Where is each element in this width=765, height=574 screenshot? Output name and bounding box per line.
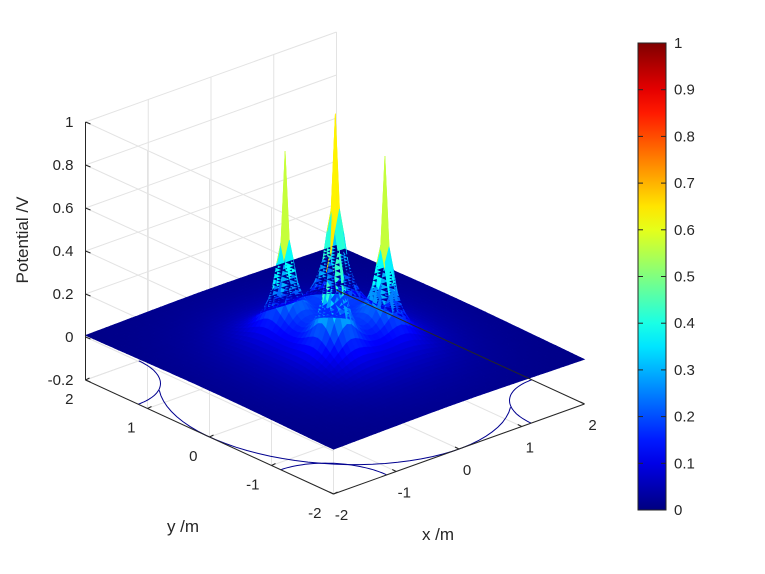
colorbar-tick-label: 0.2 (674, 409, 695, 426)
x-tick-label: -2 (335, 507, 348, 524)
x-tick-label: 2 (588, 417, 596, 434)
z-tick-label: 0.6 (53, 200, 74, 217)
x-axis-label: x /m (422, 525, 454, 544)
surface-patch (575, 357, 586, 362)
colorbar-tick-label: 0.1 (674, 455, 695, 472)
colorbar-tick-label: 1 (674, 35, 682, 52)
contour-arc (158, 390, 511, 466)
y-tick-label: 0 (189, 448, 197, 465)
colorbar-tick-label: 0.6 (674, 222, 695, 239)
colorbar-tick-label: 0.5 (674, 269, 695, 286)
floor-edge (336, 289, 585, 405)
contour-arc (280, 462, 388, 476)
colorbar-tick-label: 0.7 (674, 175, 695, 192)
y-axis-label: y /m (167, 517, 199, 536)
x-tick-label: 0 (463, 462, 471, 479)
z-tick-label: 0.4 (53, 243, 74, 260)
z-tick-label: 0.8 (53, 157, 74, 174)
tick-labels: -2 -1 0 1 2 -2 -1 0 1 2 -0.2 0 0.2 0.4 0.6 0.8 1 (48, 114, 597, 524)
surface-patch (280, 151, 290, 259)
x-tick-label: 1 (526, 440, 534, 457)
colorbar-tick-label: 0.4 (674, 315, 695, 332)
y-tick-label: -2 (308, 505, 321, 522)
colorbar-tick-label: 0.9 (674, 82, 695, 99)
y-tick-label: 2 (65, 391, 73, 408)
y-tick-label: -1 (246, 477, 259, 494)
z-tick-label: 1 (65, 114, 73, 131)
contour-arc (138, 360, 162, 405)
contour-arc (508, 379, 532, 424)
y-tick-label: 1 (127, 420, 135, 437)
colorbar-ticks: 0 0.1 0.2 0.3 0.4 0.5 0.6 0.7 0.8 0.9 1 (638, 35, 695, 519)
colorbar-tick-label: 0.8 (674, 128, 695, 145)
colorbar-tick-label: 0.3 (674, 362, 695, 379)
x-tick-label: -1 (398, 485, 411, 502)
potential-surface (84, 113, 586, 450)
colorbar-tick-label: 0 (674, 502, 682, 519)
z-tick-label: 0.2 (53, 286, 74, 303)
z-tick-label: 0 (65, 329, 73, 346)
z-tick-label: -0.2 (48, 372, 74, 389)
floor-contours (138, 360, 532, 476)
z-axis-label: Potential /V (13, 196, 32, 284)
